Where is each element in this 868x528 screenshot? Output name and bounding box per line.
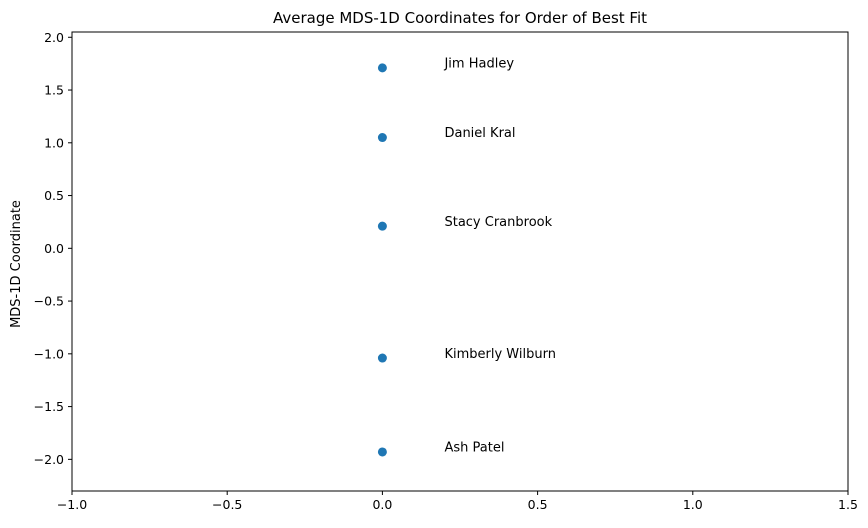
y-tick-label: −2.0 [34,452,64,467]
point-label: Kimberly Wilburn [444,347,555,362]
chart-title: Average MDS-1D Coordinates for Order of … [273,9,647,27]
y-tick-label: 1.5 [44,83,64,98]
y-tick-label: −1.0 [34,346,64,361]
x-tick-label: −0.5 [212,497,242,512]
x-tick-label: 0.5 [528,497,548,512]
data-point [377,221,387,231]
axis-ticks: −1.0 −0.5 0.0 0.5 1.0 1.5 −2.0 −1.5 −1.0 −0.5 0.0 0… [34,30,858,512]
data-point [377,63,387,73]
point-label: Stacy Cranbrook [444,215,552,230]
x-tick-label: −1.0 [57,497,87,512]
data-point [377,133,387,143]
point-label: Daniel Kral [444,126,515,141]
point-label: Jim Hadley [443,57,514,72]
y-tick-label: 1.0 [44,135,64,150]
y-tick-label: 0.0 [44,241,64,256]
point-label: Ash Patel [444,441,504,456]
y-tick-label: 0.5 [44,188,64,203]
y-tick-label: −1.5 [34,399,64,414]
x-tick-label: 0.0 [372,497,392,512]
y-tick-label: −0.5 [34,294,64,309]
y-tick-label: 2.0 [44,30,64,45]
data-point [377,353,387,363]
data-point [377,447,387,457]
x-tick-label: 1.5 [838,497,858,512]
data-points: Jim Hadley Daniel Kral Stacy Cranbrook Kimb… [377,57,556,457]
plot-frame [71,31,849,492]
y-axis-label: MDS-1D Coordinate [9,200,24,328]
x-tick-label: 1.0 [683,497,703,512]
